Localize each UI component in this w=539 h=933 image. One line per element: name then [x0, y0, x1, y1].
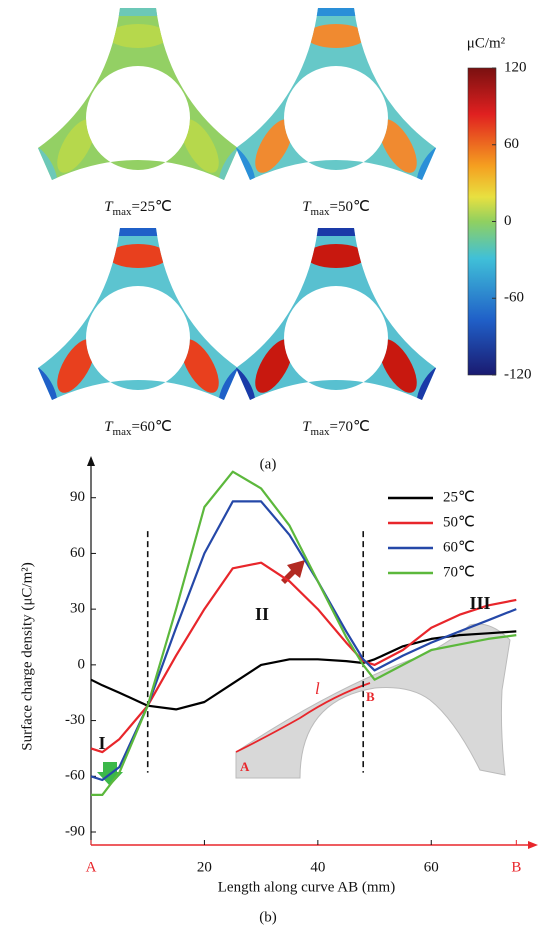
y-arrow [87, 456, 95, 466]
heatmap: Tmax=25℃ [26, 8, 250, 218]
legend-label: 70℃ [443, 564, 475, 580]
x-tick-label: A [86, 859, 97, 875]
annotation: III [469, 593, 490, 613]
colorbar-tick-label: 0 [504, 213, 512, 229]
inset-b: B [366, 689, 375, 704]
colorbar [468, 68, 496, 375]
heatmap: Tmax=60℃ [26, 228, 250, 438]
heat-band [306, 24, 366, 48]
panel-label: Tmax=25℃ [104, 199, 172, 217]
subscript: max [311, 206, 330, 218]
subscript: max [113, 206, 132, 218]
x-arrow [528, 841, 538, 849]
heat-tip [118, 228, 158, 236]
value: =50℃ [329, 199, 369, 215]
inset-a: A [240, 759, 250, 774]
heatmap-fill [26, 8, 250, 189]
heat-tip [316, 228, 356, 236]
heat-tip [118, 8, 158, 16]
x-tick-label: 60 [424, 859, 439, 875]
panel-label: Tmax=50℃ [302, 199, 370, 217]
inset: A B l [236, 624, 510, 778]
colorbar-tick-label: -120 [504, 366, 532, 382]
y-tick-label: 90 [70, 489, 85, 505]
inset-l: l [315, 679, 320, 698]
heat-band [108, 244, 168, 268]
y-axis-label: Surface charge density (μC/m²) [19, 562, 35, 750]
x-tick-label: B [511, 859, 521, 875]
heatmap-fill [224, 228, 448, 409]
legend-label: 50℃ [443, 514, 475, 530]
y-tick-label: 60 [70, 545, 85, 561]
heatmaps: Tmax=25℃ Tmax=50℃ Tmax=60℃ Tmax=70℃ [26, 8, 448, 438]
x-tick-label: 20 [197, 859, 212, 875]
value: =60℃ [131, 419, 171, 435]
caption-a: (a) [260, 456, 277, 472]
y-tick-label: 0 [78, 656, 86, 672]
annotation: I [98, 733, 105, 753]
legend-label: 25℃ [443, 489, 475, 505]
heat-tip [316, 8, 356, 16]
heatmap: Tmax=70℃ [224, 228, 448, 438]
value: =70℃ [329, 419, 369, 435]
arrow-up [281, 560, 305, 584]
heat-band [108, 24, 168, 48]
heatmap-fill [224, 8, 448, 189]
x-axis-label: Length along curve AB (mm) [218, 879, 395, 895]
subscript: max [311, 426, 330, 438]
panel-label: Tmax=70℃ [302, 419, 370, 437]
subscript: max [113, 426, 132, 438]
legend-label: 60℃ [443, 539, 475, 555]
y-tick-label: -90 [65, 823, 85, 839]
heatmap: Tmax=50℃ [224, 8, 448, 218]
caption-b: (b) [259, 909, 277, 925]
colorbar-tick-label: 120 [504, 59, 527, 75]
y-tick-label: 30 [70, 601, 85, 617]
colorbar-tick-label: 60 [504, 136, 519, 152]
heat-band [306, 244, 366, 268]
panel-label: Tmax=60℃ [104, 419, 172, 437]
heatmap-fill [26, 228, 250, 409]
y-tick-label: -60 [65, 768, 85, 784]
colorbar-label: μC/m² [467, 35, 506, 51]
y-tick-label: -30 [65, 712, 85, 728]
annotation: II [255, 604, 269, 624]
value: =25℃ [131, 199, 171, 215]
colorbar-tick-label: -60 [504, 290, 524, 306]
x-tick-label: 40 [310, 859, 325, 875]
figure: Tmax=25℃ Tmax=50℃ Tmax=60℃ Tmax=70℃ (a) A B… [0, 0, 539, 928]
